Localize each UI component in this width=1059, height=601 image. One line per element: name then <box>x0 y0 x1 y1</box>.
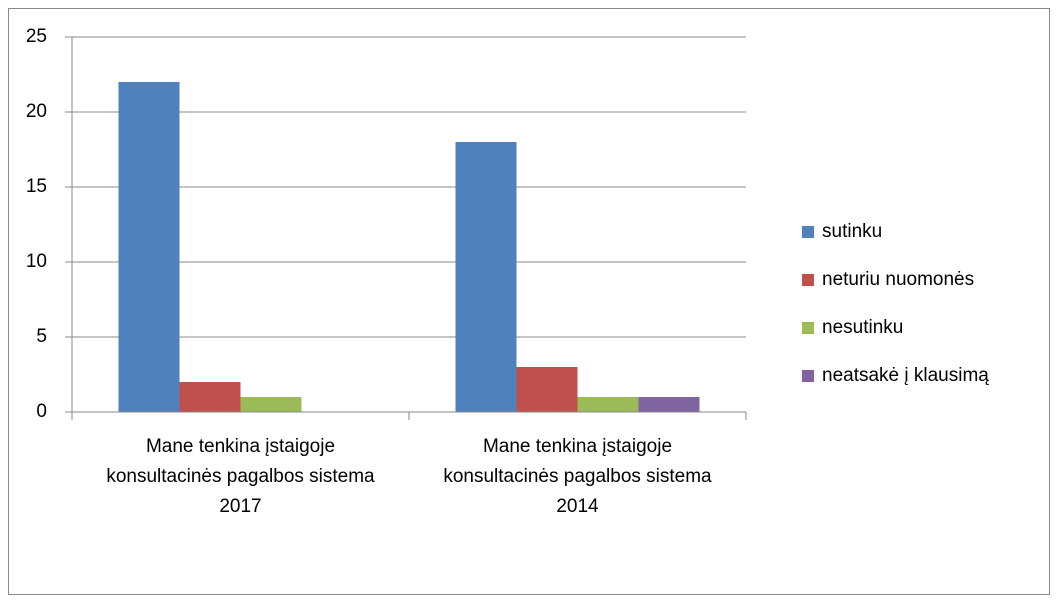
y-tick-label: 25 <box>26 26 47 47</box>
legend-label: sutinku <box>822 221 882 242</box>
y-tick-label: 20 <box>26 101 47 122</box>
chart-border <box>8 8 1050 595</box>
y-tick-label: 10 <box>26 251 47 272</box>
x-tick-label: Mane tenkina įstaigoje konsultacinės pag… <box>106 436 375 517</box>
legend-swatch <box>802 226 814 238</box>
bar <box>179 382 241 412</box>
y-tick-label: 0 <box>36 401 47 422</box>
y-tick-label: 5 <box>36 326 47 347</box>
x-tick-label: Mane tenkina įstaigoje konsultacinės pag… <box>443 436 712 517</box>
bar <box>240 397 302 412</box>
bar <box>118 82 180 412</box>
legend-swatch <box>802 370 814 382</box>
legend-swatch <box>802 274 814 286</box>
bar <box>455 142 517 412</box>
bar <box>638 397 700 412</box>
legend-swatch <box>802 322 814 334</box>
bar <box>577 397 639 412</box>
y-tick-label: 15 <box>26 176 47 197</box>
bar <box>516 367 578 412</box>
legend-label: neatsakė į klausimą <box>822 365 989 386</box>
legend-label: nesutinku <box>822 317 903 338</box>
legend-label: neturiu nuomonės <box>822 269 974 290</box>
